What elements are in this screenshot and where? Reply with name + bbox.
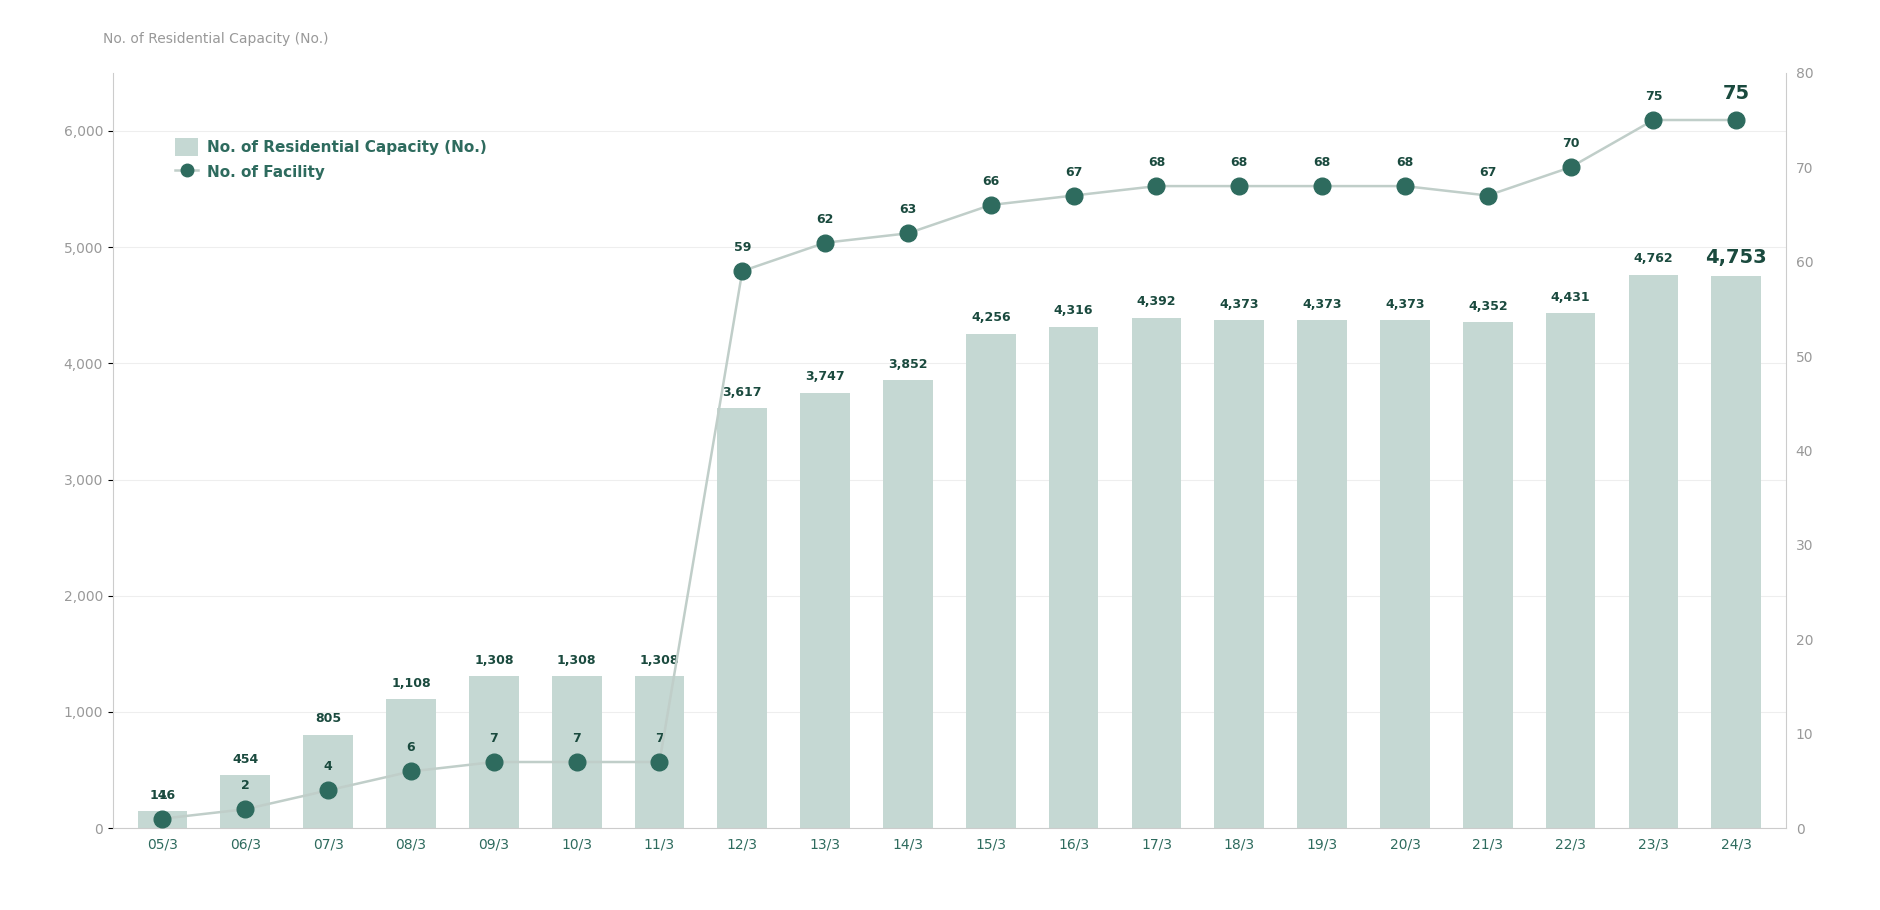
- Bar: [385, 700, 436, 828]
- Text: 7: 7: [572, 732, 581, 745]
- Bar: [468, 676, 519, 828]
- Text: 62: 62: [816, 213, 835, 226]
- Text: 1,108: 1,108: [391, 677, 431, 690]
- Text: 454: 454: [233, 753, 258, 766]
- Text: 3,617: 3,617: [722, 386, 761, 399]
- Text: 68: 68: [1397, 157, 1414, 169]
- Text: 146: 146: [149, 789, 175, 802]
- Text: 70: 70: [1562, 137, 1579, 150]
- Bar: [966, 334, 1015, 828]
- Text: 7: 7: [489, 732, 498, 745]
- Bar: [635, 676, 684, 828]
- Bar: [137, 811, 188, 828]
- Bar: [1132, 318, 1181, 828]
- Bar: [1628, 275, 1679, 828]
- Text: 4,373: 4,373: [1386, 298, 1425, 310]
- Text: 75: 75: [1645, 90, 1662, 103]
- Bar: [553, 676, 602, 828]
- Bar: [801, 393, 850, 828]
- Text: 67: 67: [1480, 166, 1496, 178]
- Bar: [1463, 322, 1513, 828]
- Text: 1,308: 1,308: [474, 653, 513, 667]
- Legend: No. of Residential Capacity (No.), No. of Facility: No. of Residential Capacity (No.), No. o…: [171, 133, 493, 186]
- Text: 1,308: 1,308: [639, 653, 679, 667]
- Bar: [220, 775, 271, 828]
- Text: 6: 6: [406, 742, 415, 754]
- Bar: [1049, 327, 1098, 828]
- Bar: [718, 408, 767, 828]
- Text: 4,373: 4,373: [1303, 298, 1342, 310]
- Text: 68: 68: [1314, 157, 1331, 169]
- Bar: [1545, 313, 1596, 828]
- Text: 805: 805: [316, 713, 342, 725]
- Text: 4,316: 4,316: [1055, 304, 1094, 318]
- Text: 4,753: 4,753: [1705, 248, 1767, 267]
- Text: 4,373: 4,373: [1220, 298, 1260, 310]
- Text: 4,352: 4,352: [1468, 300, 1508, 313]
- Bar: [1711, 276, 1762, 828]
- Text: 4: 4: [323, 761, 333, 774]
- Bar: [1297, 320, 1346, 828]
- Text: 68: 68: [1231, 157, 1248, 169]
- Text: 3,852: 3,852: [887, 359, 927, 371]
- Bar: [1380, 320, 1431, 828]
- Text: 7: 7: [654, 732, 664, 745]
- Text: No. of Residential Capacity (No.): No. of Residential Capacity (No.): [103, 32, 329, 46]
- Text: 63: 63: [899, 203, 917, 217]
- Text: 66: 66: [981, 175, 1000, 188]
- Text: 2: 2: [241, 779, 250, 793]
- Text: 1,308: 1,308: [556, 653, 596, 667]
- Text: 4,392: 4,392: [1137, 296, 1177, 308]
- Text: 4,762: 4,762: [1634, 252, 1673, 266]
- Text: 4,256: 4,256: [970, 311, 1011, 324]
- Text: 59: 59: [733, 241, 750, 254]
- Text: 68: 68: [1149, 157, 1166, 169]
- Bar: [303, 734, 353, 828]
- Text: 3,747: 3,747: [805, 370, 844, 383]
- Bar: [884, 380, 932, 828]
- Bar: [1214, 320, 1263, 828]
- Text: 75: 75: [1722, 84, 1750, 103]
- Text: 4,431: 4,431: [1551, 291, 1590, 304]
- Text: 1: 1: [158, 789, 167, 802]
- Text: 67: 67: [1064, 166, 1083, 178]
